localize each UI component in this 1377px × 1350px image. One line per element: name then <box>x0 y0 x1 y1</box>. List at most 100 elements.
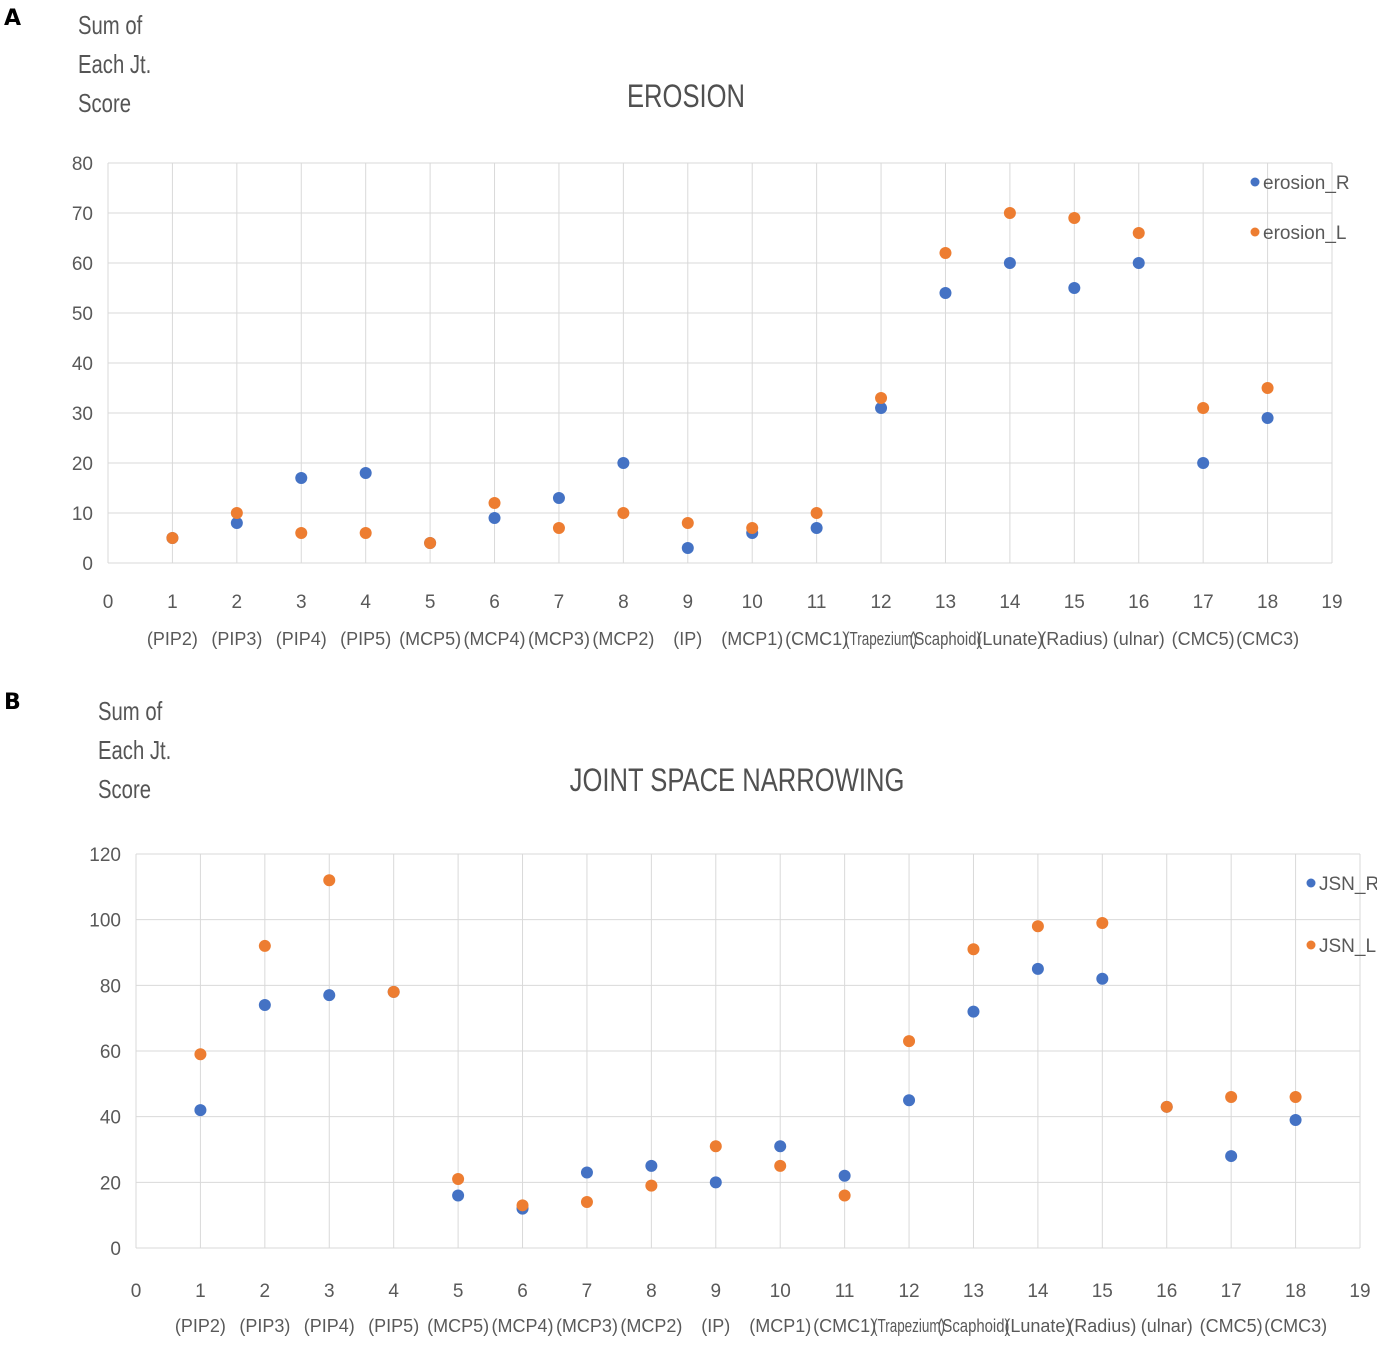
y-axis-label-line: Score <box>98 774 151 804</box>
category-label: (PIP4) <box>304 1316 355 1336</box>
x-tick-label: 10 <box>742 592 763 613</box>
y-tick-label: 120 <box>89 845 121 866</box>
x-tick-label: 18 <box>1257 592 1278 613</box>
category-label: (CMC5) <box>1200 1316 1263 1336</box>
data-point-jsn-r <box>709 1176 722 1189</box>
data-point-erosion-r <box>1132 257 1145 269</box>
data-point-erosion-l <box>1261 382 1274 394</box>
y-axis-label-line: Each Jt. <box>98 735 172 765</box>
category-label: (Trapezium) <box>873 1316 945 1336</box>
category-label: (PIP2) <box>147 629 198 649</box>
data-point-erosion-l <box>746 522 759 534</box>
category-label: (Scaphoid) <box>937 1316 1009 1336</box>
x-tick-label: 14 <box>1027 1281 1049 1302</box>
x-tick-label: 16 <box>1128 592 1149 613</box>
y-tick-label: 80 <box>72 154 93 175</box>
x-tick-label: 10 <box>770 1281 791 1302</box>
x-tick-label: 13 <box>935 592 956 613</box>
data-point-erosion-l <box>295 527 308 539</box>
data-point-jsn-l <box>645 1179 658 1192</box>
data-point-erosion-r <box>939 287 952 299</box>
data-point-erosion-l <box>359 527 372 539</box>
data-point-jsn-l <box>774 1159 787 1172</box>
x-tick-label: 15 <box>1092 1281 1113 1302</box>
category-label: (IP) <box>701 1316 730 1336</box>
x-tick-label: 3 <box>324 1281 335 1302</box>
x-tick-label: 1 <box>167 592 178 613</box>
legend-marker <box>1250 177 1260 187</box>
data-point-erosion-r <box>875 402 888 414</box>
data-point-jsn-l <box>967 943 980 956</box>
data-point-erosion-r <box>552 492 565 504</box>
data-point-erosion-r <box>359 467 372 479</box>
data-point-jsn-l <box>194 1048 207 1061</box>
data-point-erosion-r <box>1068 282 1081 294</box>
y-tick-label: 80 <box>100 976 121 997</box>
data-point-erosion-r <box>1003 257 1016 269</box>
category-label: (Radius) <box>1040 629 1108 649</box>
y-tick-label: 10 <box>72 504 93 525</box>
data-point-jsn-r <box>452 1189 465 1202</box>
legend-label: JSN_R <box>1319 874 1377 895</box>
category-label: (PIP3) <box>211 629 262 649</box>
x-tick-label: 13 <box>963 1281 984 1302</box>
data-point-jsn-r <box>194 1104 207 1117</box>
x-tick-label: 7 <box>582 1281 593 1302</box>
category-label: (MCP3) <box>528 629 590 649</box>
data-point-erosion-l <box>424 537 437 549</box>
data-point-jsn-l <box>580 1196 593 1209</box>
x-tick-label: 7 <box>554 592 565 613</box>
x-tick-label: 3 <box>296 592 307 613</box>
category-label: (CMC1) <box>785 629 848 649</box>
data-point-jsn-r <box>1289 1113 1302 1126</box>
x-tick-label: 8 <box>646 1281 657 1302</box>
data-point-erosion-l <box>230 507 243 519</box>
data-point-erosion-l <box>810 507 823 519</box>
x-tick-label: 9 <box>683 592 694 613</box>
data-point-erosion-r <box>230 517 243 529</box>
x-tick-label: 11 <box>807 592 827 613</box>
data-point-erosion-r <box>1261 412 1274 424</box>
data-point-jsn-l <box>709 1140 722 1153</box>
category-label: (ulnar) <box>1113 629 1165 649</box>
x-tick-label: 19 <box>1349 1281 1370 1302</box>
data-point-erosion-l <box>488 497 501 509</box>
category-label: (IP) <box>673 629 702 649</box>
x-tick-label: 4 <box>360 592 371 613</box>
category-label: (MCP4) <box>464 629 526 649</box>
y-tick-label: 30 <box>72 404 93 425</box>
data-point-jsn-l <box>1225 1090 1238 1103</box>
y-tick-label: 20 <box>100 1173 121 1194</box>
y-tick-label: 70 <box>72 204 93 225</box>
panel-letter-b: B <box>4 690 21 715</box>
y-tick-label: 100 <box>89 911 121 932</box>
category-label: (CMC5) <box>1172 629 1235 649</box>
y-axis-label-line: Sum of <box>78 10 143 40</box>
category-label: (PIP4) <box>276 629 327 649</box>
y-tick-label: 50 <box>72 304 93 325</box>
data-point-erosion-r <box>1197 457 1210 469</box>
data-point-jsn-r <box>258 999 271 1012</box>
y-axis-label-line: Each Jt. <box>78 49 152 79</box>
legend-label: JSN_L <box>1319 936 1376 957</box>
y-axis-label-line: Score <box>78 88 131 118</box>
y-axis-label-b: Sum of Each Jt. Score <box>98 692 171 809</box>
x-tick-label: 8 <box>618 592 629 613</box>
data-point-erosion-l <box>617 507 630 519</box>
data-point-jsn-l <box>1160 1100 1173 1113</box>
data-point-erosion-l <box>1003 207 1016 219</box>
category-label: (MCP3) <box>556 1316 618 1336</box>
x-tick-label: 16 <box>1156 1281 1177 1302</box>
chart-title-erosion: EROSION <box>626 78 746 114</box>
data-point-erosion-l <box>1068 212 1081 224</box>
x-tick-label: 6 <box>489 592 500 613</box>
data-point-erosion-r <box>681 542 694 554</box>
y-tick-label: 60 <box>72 254 93 275</box>
data-point-jsn-l <box>516 1199 529 1212</box>
x-tick-label: 17 <box>1193 592 1214 613</box>
category-label: (Lunate) <box>1004 1316 1071 1336</box>
category-label: (MCP4) <box>492 1316 554 1336</box>
data-point-erosion-r <box>488 512 501 524</box>
y-tick-label: 40 <box>100 1108 121 1129</box>
